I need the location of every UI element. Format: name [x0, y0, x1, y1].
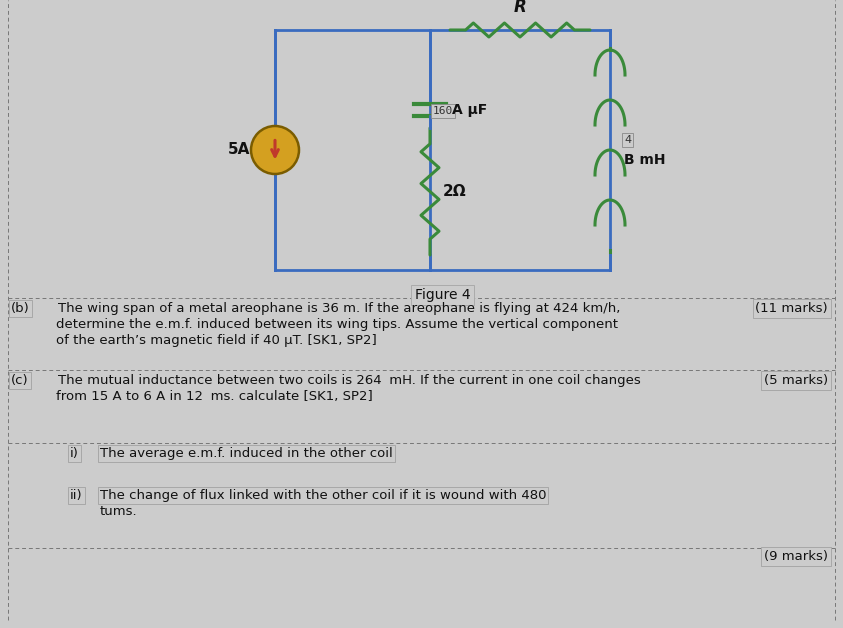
Text: Figure 4: Figure 4 [415, 288, 470, 302]
Text: (5 marks): (5 marks) [764, 374, 828, 387]
Text: (c): (c) [11, 374, 29, 387]
Text: The change of flux linked with the other coil if it is wound with 480: The change of flux linked with the other… [100, 489, 546, 502]
Text: The mutual inductance between two coils is 264  mH. If the current in one coil c: The mutual inductance between two coils … [58, 374, 641, 387]
Text: 5A: 5A [228, 143, 250, 158]
Text: i): i) [70, 447, 79, 460]
Text: 160: 160 [433, 106, 454, 116]
Text: (b): (b) [11, 302, 30, 315]
Text: tums.: tums. [100, 505, 137, 518]
Text: The wing span of a metal areophane is 36 m. If the areophane is flying at 424 km: The wing span of a metal areophane is 36… [58, 302, 620, 315]
Text: 4: 4 [624, 135, 631, 145]
Text: A μF: A μF [452, 103, 487, 117]
Text: The average e.m.f. induced in the other coil: The average e.m.f. induced in the other … [100, 447, 393, 460]
Text: from 15 A to 6 A in 12  ms. calculate [SK1, SP2]: from 15 A to 6 A in 12 ms. calculate [SK… [56, 390, 373, 403]
Text: B mH: B mH [624, 153, 665, 167]
Text: (11 marks): (11 marks) [755, 302, 828, 315]
Text: determine the e.m.f. induced between its wing tips. Assume the vertical componen: determine the e.m.f. induced between its… [56, 318, 618, 331]
Text: 2Ω: 2Ω [443, 184, 467, 199]
Text: (9 marks): (9 marks) [764, 550, 828, 563]
Text: ii): ii) [70, 489, 83, 502]
Text: of the earth’s magnetic field if 40 μT. [SK1, SP2]: of the earth’s magnetic field if 40 μT. … [56, 334, 377, 347]
Circle shape [251, 126, 299, 174]
Text: R: R [513, 0, 526, 16]
